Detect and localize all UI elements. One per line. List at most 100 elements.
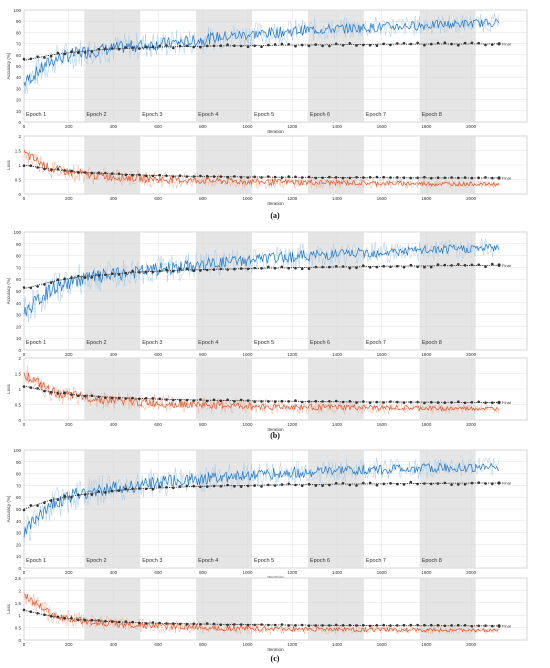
accuracy-final-point [300, 484, 304, 488]
accuracy-final-endpoint [497, 481, 501, 485]
accuracy-final-point [491, 482, 494, 486]
loss-final-point [172, 398, 175, 402]
loss-final-point [267, 175, 270, 178]
loss-final-point [219, 399, 223, 403]
loss-final-point [491, 401, 494, 405]
accuracy-final-point [273, 266, 277, 270]
x-tick-label: 1400 [332, 570, 343, 575]
epoch-label: Epoch 8 [422, 558, 442, 564]
accuracy-final-point [178, 44, 182, 48]
loss-final-point [43, 167, 46, 171]
accuracy-final-point [192, 269, 195, 273]
loss-final-point [29, 386, 33, 389]
loss-final-point [307, 400, 311, 403]
loss-final-point [49, 390, 53, 394]
y-tick-label: 2 [18, 588, 21, 593]
loss-final-point [253, 400, 256, 403]
loss-final-point [205, 622, 209, 625]
loss-final-point [178, 174, 182, 177]
accuracy-final-point [429, 265, 433, 269]
loss-final-point [117, 620, 121, 624]
loss-final-point [287, 624, 291, 627]
accuracy-final-point [314, 484, 318, 487]
accuracy-final-endpoint [497, 42, 501, 46]
loss-final-point [443, 176, 447, 180]
loss-final-point [260, 623, 263, 626]
accuracy-final-point [402, 265, 406, 269]
loss-final-point [267, 623, 270, 627]
loss-final-point [321, 176, 324, 180]
loss-final-point [185, 175, 189, 178]
y-tick-label: 0 [18, 638, 21, 643]
x-tick-label: 800 [199, 352, 207, 357]
loss-final-point [70, 617, 73, 620]
y-tick-label: 0.5 [15, 178, 22, 183]
loss-final-point [70, 169, 73, 173]
y-tick-label: 2.5 [15, 576, 22, 581]
x-tick-label: 1000 [243, 570, 254, 575]
x-tick-label: 1800 [421, 422, 432, 427]
final-label: Final [502, 175, 511, 180]
loss-final-point [409, 400, 413, 404]
accuracy-final-point [172, 46, 175, 50]
accuracy-final-point [375, 483, 379, 487]
loss-final-point [368, 624, 372, 628]
loss-final-point [22, 164, 26, 167]
loss-final-point [185, 622, 189, 626]
x-tick-label: 600 [154, 422, 162, 427]
loss-final-point [463, 401, 467, 405]
loss-final-point [239, 623, 243, 626]
accuracy-final-point [56, 278, 60, 281]
accuracy-final-point [239, 485, 243, 488]
y-tick-label: 1.5 [15, 601, 22, 606]
loss-final-point [219, 175, 223, 178]
loss-final-point [83, 171, 87, 174]
accuracy-final-point [389, 43, 392, 47]
accuracy-final-point [104, 491, 107, 494]
accuracy-final-point [267, 265, 270, 269]
y-axis-label: Accuracy (%) [6, 495, 11, 522]
loss-final-point [104, 396, 107, 399]
loss-final-point [389, 624, 392, 627]
x-tick-label: 1200 [287, 422, 298, 427]
loss-final-point [83, 618, 87, 622]
loss-final-point [300, 400, 304, 404]
loss-final-point [49, 168, 53, 171]
x-axis-label: Iteration [267, 575, 284, 580]
accuracy-final-point [362, 481, 365, 485]
x-tick-label: 2000 [466, 642, 477, 647]
loss-final-point [158, 621, 161, 625]
loss-final-point [416, 400, 419, 404]
accuracy-final-point [131, 46, 134, 49]
loss-final-point [63, 169, 66, 172]
loss-final-point [273, 623, 277, 627]
loss-final-point [205, 174, 209, 178]
loss-final-point [138, 621, 141, 625]
loss-final-point [36, 612, 39, 615]
loss-final-point [382, 623, 386, 627]
accuracy-final-point [165, 486, 168, 489]
accuracy-final-point [233, 485, 236, 488]
x-tick-label: 200 [65, 642, 73, 647]
epoch-label: Epoch 6 [310, 340, 330, 346]
y-tick-label: 90 [16, 19, 22, 24]
loss-final-point [450, 401, 453, 404]
loss-final-point [334, 176, 338, 179]
accuracy-final-point [273, 484, 277, 487]
accuracy-final-point [423, 43, 426, 47]
y-tick-label: 1.5 [15, 149, 22, 154]
y-tick-label: 20 [16, 542, 22, 547]
loss-final-point [246, 176, 250, 179]
loss-final-point [151, 397, 155, 400]
accuracy-final-point [83, 51, 87, 54]
accuracy-final-point [117, 273, 121, 276]
loss-final-point [484, 624, 487, 627]
y-tick-label: 10 [16, 109, 22, 114]
loss-final-point [253, 623, 256, 627]
epoch-label: Epoch 1 [26, 340, 46, 346]
accuracy-final-point [314, 265, 318, 269]
accuracy-final-point [77, 274, 80, 278]
loss-final-point [321, 400, 324, 403]
loss-final-point [307, 624, 311, 627]
loss-final-point [172, 175, 175, 178]
